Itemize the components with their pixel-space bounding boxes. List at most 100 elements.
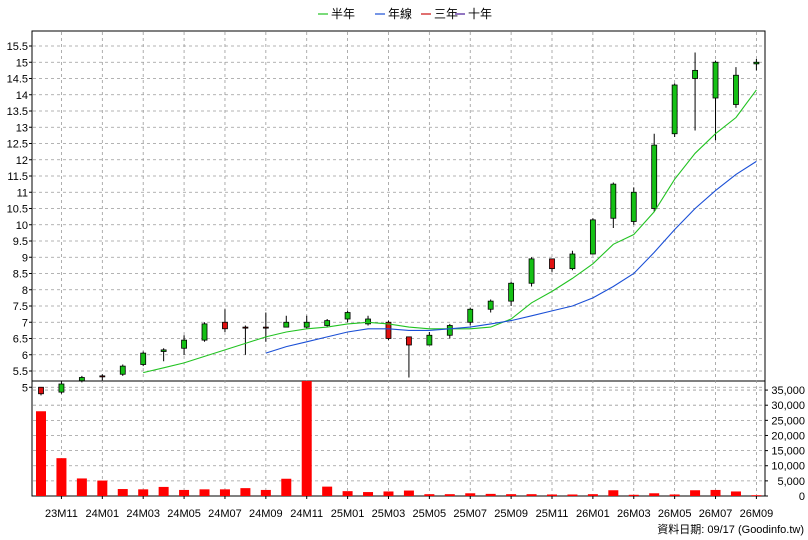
- volume-bar: [260, 489, 271, 496]
- price-tick-label: 8: [22, 285, 28, 297]
- candle-body: [753, 61, 760, 65]
- volume-bar: [608, 490, 619, 496]
- candle-body: [589, 219, 596, 255]
- volume-bar: [199, 489, 210, 496]
- candle: [508, 281, 515, 306]
- legend-label: 十年: [468, 7, 492, 21]
- x-tick-label: 25M07: [453, 508, 487, 520]
- legend-label: 半年: [331, 7, 355, 21]
- price-tick-label: 8.5: [13, 269, 28, 281]
- price-tick-label: 10: [16, 220, 28, 232]
- candle-body: [671, 84, 678, 135]
- volume-bar: [628, 494, 639, 496]
- candle: [753, 59, 760, 71]
- volume-bars: [36, 381, 762, 496]
- candle-body: [160, 349, 167, 352]
- volume-bar: [587, 494, 598, 496]
- candle-body: [385, 321, 392, 339]
- volume-bar: [547, 494, 557, 496]
- price-tick-label: 11.5: [7, 171, 28, 183]
- candle-body: [528, 258, 535, 284]
- volume-tick-label: 35,000: [771, 385, 805, 397]
- candle: [99, 374, 106, 381]
- volume-bar: [383, 491, 394, 496]
- x-tick-label: 24M01: [85, 508, 119, 520]
- candle: [671, 83, 678, 137]
- candle: [140, 351, 147, 367]
- candle-body: [549, 258, 555, 270]
- price-tick-label: 9.5: [13, 236, 28, 248]
- volume-bar: [158, 486, 169, 496]
- candle-body: [38, 386, 44, 395]
- x-tick-label: 25M01: [331, 508, 365, 520]
- candle: [181, 335, 187, 355]
- volume-bar: [179, 489, 190, 496]
- x-tick-label: 25M05: [413, 508, 447, 520]
- volume-tick-label: 20,000: [771, 430, 805, 442]
- candle-body: [446, 325, 453, 336]
- candle-body: [733, 74, 739, 105]
- legend-item-2: 三年: [421, 7, 458, 21]
- price-tick-labels: 5 5.5 6 6.5 7 7.5 8 8.5 9 9.5 10 10.5 11 11.5 12 12.5 13…: [7, 41, 32, 394]
- volume-bar: [690, 490, 701, 496]
- price-tick-label: 15: [16, 57, 28, 69]
- x-tick-label: 26M09: [740, 508, 774, 520]
- volume-bar: [751, 495, 762, 496]
- price-tick-label: 13.5: [7, 106, 28, 118]
- volume-bar: [710, 489, 721, 496]
- legend-item-3: 十年: [455, 7, 492, 21]
- candle-body: [508, 282, 515, 302]
- price-tick-label: 13: [16, 122, 28, 134]
- candle-body: [406, 336, 412, 346]
- candle: [630, 187, 637, 225]
- volume-bar: [424, 494, 435, 496]
- price-tick-label: 11: [17, 187, 28, 199]
- candle-body: [58, 383, 65, 393]
- candle: [283, 315, 290, 328]
- candle: [712, 60, 719, 141]
- candle-body: [283, 321, 290, 328]
- price-tick-label: 14: [16, 90, 28, 102]
- volume-tick-label: 25,000: [771, 415, 805, 427]
- candle-body: [365, 318, 371, 325]
- candle-body: [324, 320, 331, 326]
- candle: [78, 375, 85, 383]
- candle-body: [569, 253, 576, 270]
- volume-bar: [97, 480, 108, 496]
- volume-bar: [506, 494, 517, 496]
- volume-bar: [342, 491, 353, 496]
- x-tick-label: 26M01: [576, 508, 610, 520]
- candle: [426, 332, 433, 346]
- volume-bar: [322, 486, 333, 496]
- volume-bar: [485, 493, 496, 496]
- legend-label: 年線: [388, 6, 412, 21]
- candle-body: [630, 191, 637, 222]
- candle-body: [99, 375, 106, 378]
- candle: [528, 257, 535, 287]
- price-tick-label: 15.5: [7, 41, 28, 53]
- candle: [344, 310, 351, 323]
- price-tick-label: 9: [22, 252, 28, 264]
- candle: [38, 386, 44, 396]
- x-tick-label: 24M03: [126, 508, 160, 520]
- candle-body: [201, 323, 208, 341]
- candle-body: [222, 321, 228, 330]
- x-tick-labels: 23M11 24M01 24M03 24M05 24M07 24M09 24M11 25M01…: [45, 496, 773, 520]
- volume-tick-labels: 0 5,000 10,000 15,000 20,000 25,000 30,000 35,0…: [765, 385, 805, 503]
- price-tick-label: 6.5: [13, 334, 28, 346]
- x-tick-label: 24M11: [290, 508, 323, 520]
- volume-bar: [669, 494, 680, 496]
- candle-body: [262, 326, 269, 329]
- candle-body: [119, 365, 126, 375]
- candle: [365, 315, 371, 326]
- price-tick-label: 7.5: [13, 301, 28, 313]
- volume-bar: [403, 490, 414, 496]
- price-tick-label: 14.5: [7, 74, 28, 86]
- volume-bar: [526, 494, 537, 496]
- x-tick-label: 26M05: [658, 508, 692, 520]
- volume-bar: [219, 489, 230, 496]
- candle: [589, 218, 596, 255]
- x-tick-label: 26M03: [617, 508, 651, 520]
- candle: [569, 250, 576, 271]
